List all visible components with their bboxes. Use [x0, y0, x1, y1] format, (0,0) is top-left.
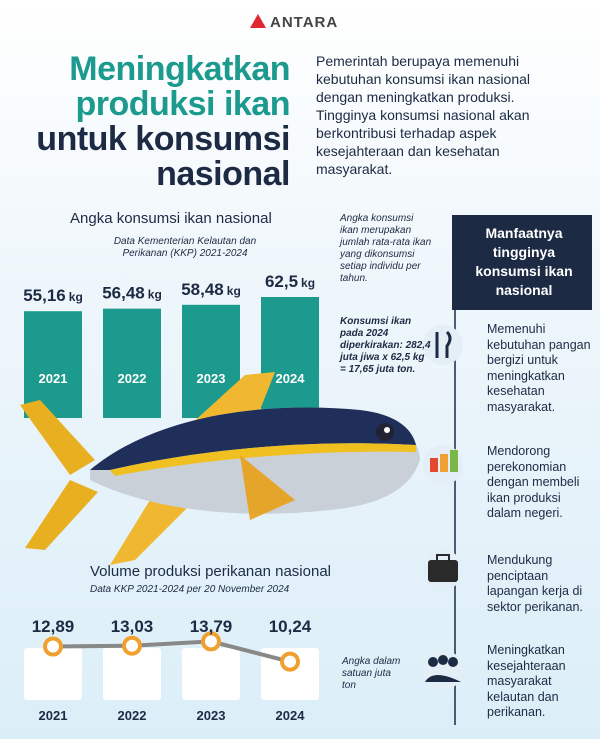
title-line: nasional	[156, 155, 290, 193]
chart-title: Angka konsumsi ikan nasional	[70, 210, 272, 227]
value-number: 55,16	[23, 286, 66, 305]
chart-title: Volume produksi perikanan nasional	[90, 563, 331, 580]
category-label: 2024	[276, 708, 306, 723]
benefit-icons	[423, 325, 463, 690]
benefit-item: Memenuhi kebutuhan pangan bergizi untuk …	[487, 322, 591, 414]
value-label: 62,5 kg	[265, 272, 315, 291]
value-label: 55,16 kg	[23, 286, 83, 305]
value-label: 56,48 kg	[102, 284, 162, 303]
unit: kg	[69, 290, 83, 304]
note: Angka dalam satuan juta ton	[342, 656, 401, 691]
benefit-item: Mendukung penciptaan lapangan kerja di s…	[487, 553, 583, 614]
point	[122, 635, 142, 656]
title-line: Meningkatkan	[69, 50, 290, 88]
point	[43, 636, 63, 657]
value-label: 13,79	[190, 617, 233, 636]
chart-subtitle: Data Kementerian Kelautan dan Perikanan …	[113, 236, 257, 259]
benefit-item: Meningkatkan kesejahteraan masyarakat ke…	[487, 643, 566, 719]
title-line: produksi ikan	[75, 85, 290, 123]
intro: Pemerintah berupaya memenuhi kebutuhan k…	[316, 53, 531, 177]
unit: kg	[227, 284, 241, 298]
category-label: 2022	[118, 708, 147, 723]
category-label: 2022	[118, 371, 147, 386]
value-number: 58,48	[181, 280, 224, 299]
category-label: 2021	[39, 708, 68, 723]
title-line: untuk konsumsi	[36, 120, 290, 158]
logo-mark	[250, 14, 266, 28]
value-number: 56,48	[102, 284, 145, 303]
point	[280, 651, 300, 672]
benefit-item: Mendorong perekonomian dengan membeli ik…	[487, 444, 580, 520]
fish	[20, 372, 420, 565]
card	[182, 648, 240, 700]
benefit-header-box	[452, 215, 592, 310]
category-label: 2021	[39, 371, 68, 386]
point	[201, 631, 221, 652]
value-label: 10,24	[269, 617, 312, 636]
note: Konsumsi ikan pada 2024 diperkirakan: 28…	[340, 316, 431, 375]
unit: kg	[301, 276, 315, 290]
line	[52, 639, 291, 664]
category-label: 2024	[276, 371, 306, 386]
value-label: 12,89	[32, 617, 75, 636]
card	[261, 648, 319, 700]
note: Angka konsumsi ikan merupakan jumlah rat…	[340, 213, 432, 284]
value-label: 58,48 kg	[181, 280, 241, 299]
card	[24, 648, 82, 700]
unit: kg	[148, 288, 162, 302]
value-number: 62,5	[265, 272, 298, 291]
category-label: 2023	[197, 708, 226, 723]
bar	[24, 311, 82, 418]
card	[103, 648, 161, 700]
value-label: 13,03	[111, 617, 154, 636]
logo: ANTARA	[270, 14, 338, 31]
benefit-title: Manfaatnya tingginya konsumsi ikan nasio…	[475, 225, 573, 298]
bar	[261, 297, 319, 418]
chart-subtitle: Data KKP 2021-2024 per 20 November 2024	[90, 584, 290, 595]
category-label: 2023	[197, 371, 226, 386]
bar	[103, 308, 161, 418]
